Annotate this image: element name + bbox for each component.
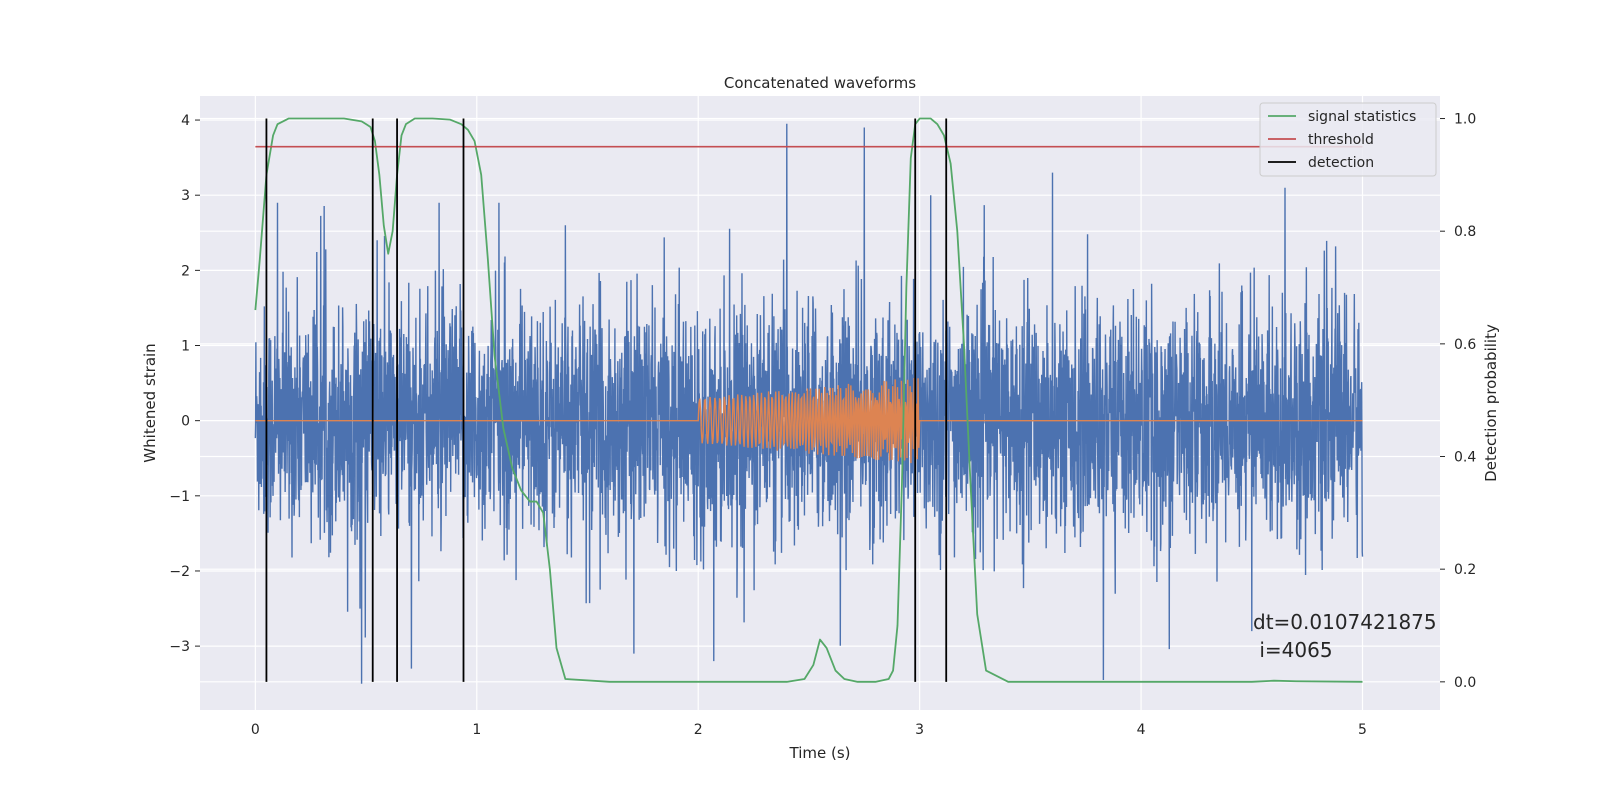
- x-tick-label: 4: [1137, 722, 1146, 738]
- y-tick-label-right: 0.4: [1454, 450, 1476, 466]
- y-tick-label-left: 2: [181, 263, 190, 279]
- y-tick-label-left: 1: [181, 339, 190, 355]
- y-axis-title-left: Whitened strain: [141, 343, 159, 462]
- signal-statistics-line: [254, 117, 1363, 683]
- strain-line: [254, 123, 1364, 684]
- x-axis-title: Time (s): [789, 744, 851, 762]
- x-tick-label: 5: [1358, 722, 1367, 738]
- tick-labels: 0 1 2 3 4 5 −3 −2 −1 0 1 2 3 4 0.0 0.2 0.4 0.6 0.8 1.0: [169, 112, 1476, 738]
- legend-label-signal-statistics: signal statistics: [1308, 109, 1416, 125]
- y-tick-label-left: −2: [169, 564, 190, 580]
- annotation-dt: dt=0.0107421875: [1253, 610, 1437, 634]
- legend-box: [1259, 102, 1437, 177]
- legend-label-detection: detection: [1308, 155, 1374, 171]
- y-tick-label-left: −1: [169, 489, 190, 505]
- y-tick-label-left: 4: [181, 113, 190, 129]
- annotation-index: i=4065: [1253, 638, 1333, 662]
- strain-series: [254, 123, 1364, 684]
- x-tick-label: 0: [251, 722, 260, 738]
- y-tick-label-right: 0.0: [1454, 675, 1476, 691]
- y-tick-label-left: 0: [181, 414, 190, 430]
- x-tick-label: 2: [694, 722, 703, 738]
- y-tick-label-right: 1.0: [1454, 112, 1476, 128]
- y-tick-label-left: 3: [181, 188, 190, 204]
- x-tick-label: 3: [915, 722, 924, 738]
- y-axis-title-right: Detection probability: [1482, 324, 1500, 482]
- template-series: [255, 377, 1363, 464]
- y-tick-label-right: 0.6: [1454, 337, 1476, 353]
- probability-series: [254, 117, 1363, 683]
- y-tick-label-right: 0.8: [1454, 224, 1476, 240]
- chart-title: Concatenated waveforms: [724, 74, 916, 92]
- legend-label-threshold: threshold: [1308, 132, 1374, 148]
- template-line: [255, 377, 1363, 464]
- y-tick-label-left: −3: [169, 639, 190, 655]
- y-tick-label-right: 0.2: [1454, 562, 1476, 578]
- x-tick-label: 1: [472, 722, 481, 738]
- legend: signal statistics threshold detection: [1259, 102, 1437, 177]
